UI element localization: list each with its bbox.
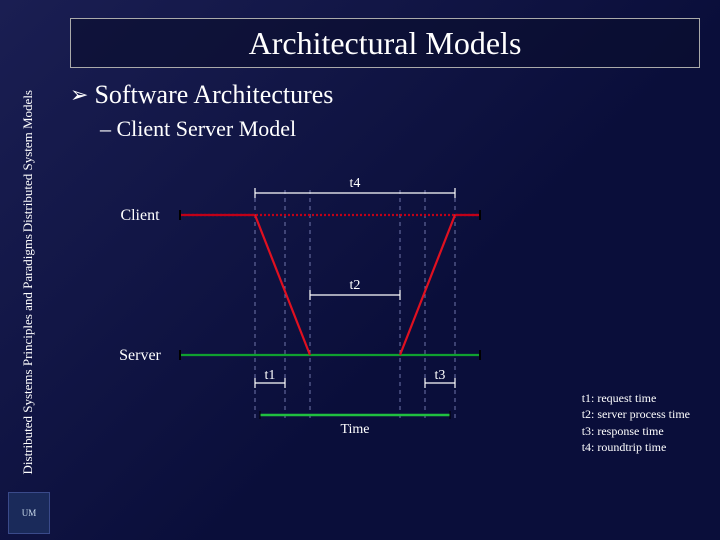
legend: t1: request time t2: server process time…	[582, 390, 690, 455]
content-area: ➢ Software Architectures – Client Server…	[70, 80, 700, 485]
bullet-main-text: Software Architectures	[94, 80, 333, 110]
svg-text:t4: t4	[350, 176, 361, 191]
svg-text:Time: Time	[340, 422, 369, 437]
svg-text:t2: t2	[350, 278, 361, 293]
bullet-main-row: ➢ Software Architectures	[70, 80, 700, 110]
svg-text:Client: Client	[120, 207, 160, 224]
client-server-diagram: Client Server t4 t2 t1 t3 Time	[100, 160, 500, 450]
sidebar-line-1: Distributed System Models	[20, 90, 36, 232]
legend-t4: t4: roundtrip time	[582, 439, 690, 455]
legend-t1: t1: request time	[582, 390, 690, 406]
diagram-svg: Client Server t4 t2 t1 t3 Time	[100, 160, 500, 450]
page-title: Architectural Models	[249, 25, 522, 62]
legend-t3: t3: response time	[582, 423, 690, 439]
university-logo: UM	[8, 492, 50, 534]
svg-text:Server: Server	[119, 347, 161, 364]
legend-t2: t2: server process time	[582, 406, 690, 422]
sidebar-vertical-text: Distributed System Models Distributed Sy…	[6, 80, 50, 485]
sidebar-line-2: Distributed Systems Principles and Parad…	[20, 234, 36, 474]
logo-initials: UM	[22, 508, 37, 518]
title-bar: Architectural Models	[70, 18, 700, 68]
arrow-icon: ➢	[70, 82, 88, 108]
svg-text:t3: t3	[435, 368, 446, 383]
bullet-sub-text: – Client Server Model	[100, 116, 700, 142]
svg-text:t1: t1	[265, 368, 276, 383]
